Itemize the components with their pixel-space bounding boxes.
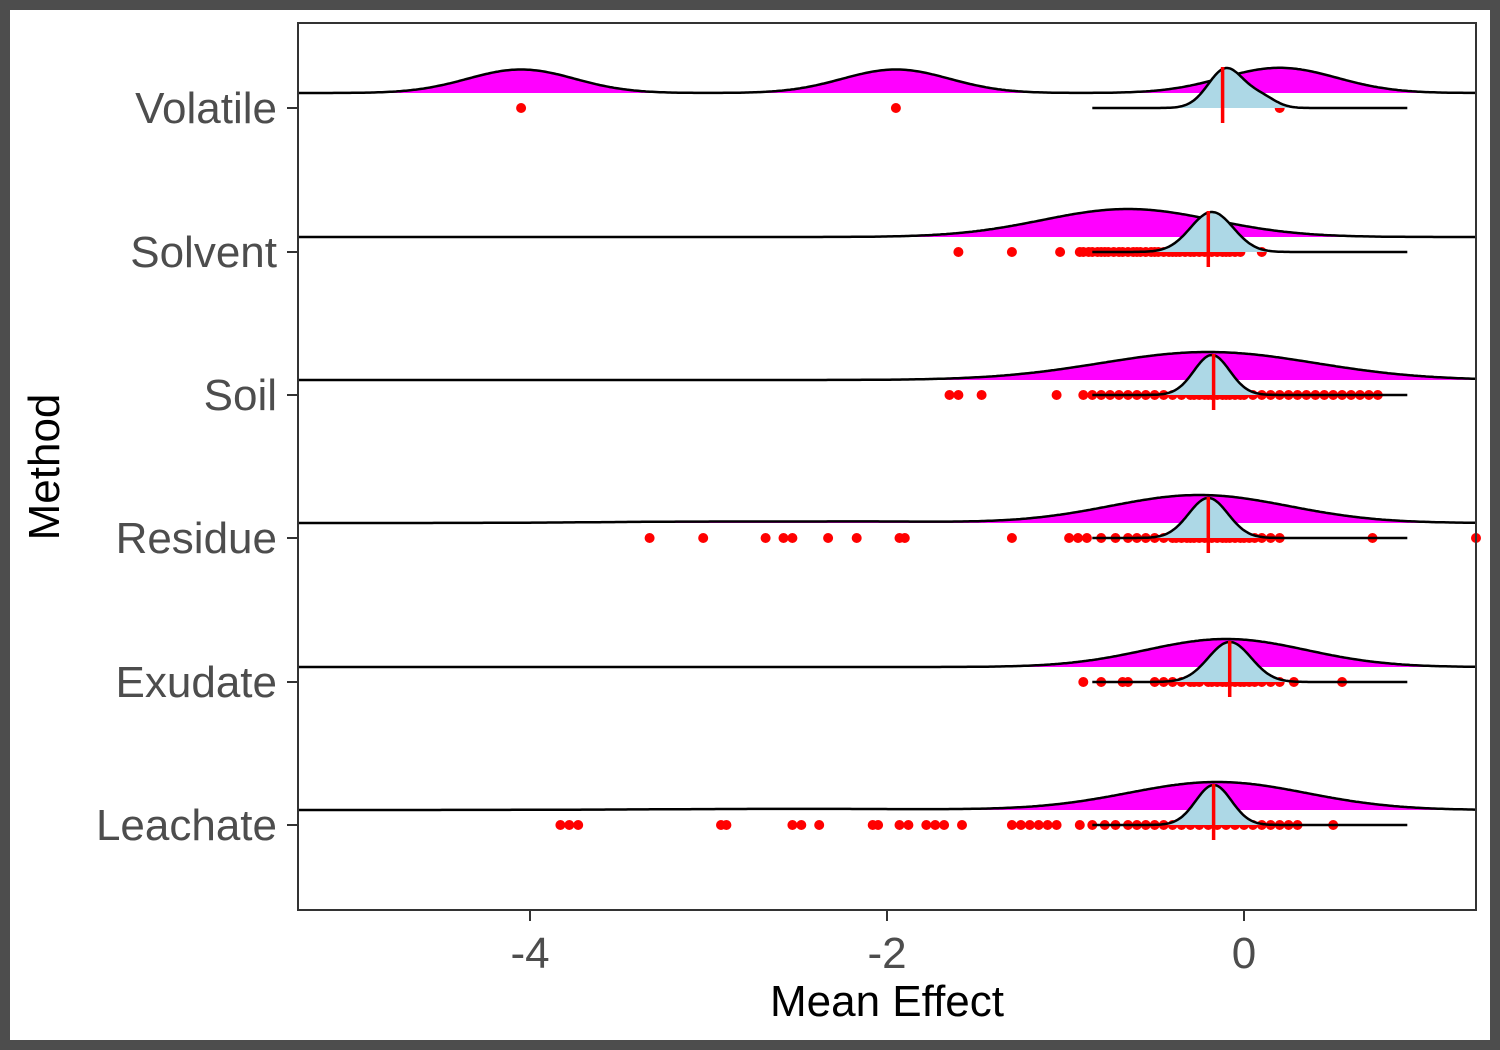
ridge-solvent [298, 207, 1476, 267]
point-leachate-6 [796, 820, 807, 830]
point-leachate-11 [903, 820, 914, 830]
point-residue-6 [851, 533, 862, 543]
raw-density-fill-soil [298, 352, 1476, 380]
point-soil-3 [1051, 390, 1062, 400]
mean-density-fill-volatile [1092, 68, 1408, 108]
point-leachate-14 [939, 820, 950, 830]
point-leachate-10 [894, 820, 905, 830]
point-soil-0 [944, 390, 955, 400]
point-leachate-18 [1024, 820, 1035, 830]
y-tick-label-soil: Soil [204, 371, 277, 420]
raw-density-line-leachate [298, 780, 1476, 812]
point-leachate-0 [555, 820, 566, 830]
point-leachate-20 [1042, 820, 1053, 830]
point-residue-2 [760, 533, 771, 543]
x-tick-label-2: 0 [1232, 929, 1256, 978]
mean-density-line-leachate [1092, 783, 1408, 827]
y-axis-title: Method [20, 394, 69, 541]
ridge-soil [298, 350, 1477, 410]
ridge-volatile [298, 66, 1476, 123]
point-residue-9 [1006, 533, 1017, 543]
raw-density-line-soil [298, 350, 1477, 382]
y-axis: Volatile Solvent Soil Residue Exudate Leachat… [96, 84, 298, 850]
point-soil-4 [1078, 390, 1089, 400]
ridge-leachate [298, 780, 1476, 840]
point-soil-2 [976, 390, 987, 400]
mean-density-line-residue [1092, 496, 1408, 540]
point-leachate-7 [814, 820, 825, 830]
point-leachate-21 [1051, 820, 1062, 830]
point-leachate-15 [957, 820, 967, 830]
y-tick-label-volatile: Volatile [135, 84, 277, 133]
x-tick-label-0: -4 [510, 929, 549, 978]
y-tick-label-exudate: Exudate [116, 658, 277, 707]
mean-density-line-soil [1092, 353, 1408, 397]
y-tick-label-residue: Residue [116, 514, 277, 563]
raw-density-line-residue [298, 493, 1476, 525]
x-tick-label-1: -2 [867, 929, 906, 978]
ridge-residue [298, 493, 1481, 553]
ridges-layer [298, 66, 1481, 840]
point-leachate-1 [564, 820, 575, 830]
raw-density-fill-volatile [298, 67, 1476, 93]
raw-density-line-solvent [298, 207, 1476, 239]
point-solvent-1 [1006, 247, 1017, 257]
point-volatile-0 [516, 103, 527, 113]
point-solvent-2 [1055, 247, 1066, 257]
y-tick-label-solvent: Solvent [130, 228, 277, 277]
point-leachate-5 [787, 820, 798, 830]
point-leachate-22 [1074, 820, 1085, 830]
point-leachate-13 [930, 820, 941, 830]
panel-border [297, 22, 1477, 911]
point-residue-5 [823, 533, 834, 543]
point-leachate-19 [1033, 820, 1044, 830]
point-exudate-0 [1078, 677, 1089, 687]
raw-density-line-exudate [298, 637, 1476, 669]
raw-density-fill-exudate [298, 639, 1476, 667]
point-leachate-9 [873, 820, 884, 830]
point-leachate-2 [573, 820, 584, 830]
y-tick-label-leachate: Leachate [96, 801, 277, 850]
point-volatile-1 [890, 103, 901, 113]
point-residue-12 [1081, 533, 1092, 543]
point-residue-11 [1073, 533, 1083, 543]
raw-density-fill-leachate [298, 782, 1476, 810]
mean-density-line-exudate [1092, 640, 1408, 684]
mean-density-fill-exudate [1092, 642, 1408, 682]
raw-density-fill-residue [298, 495, 1476, 523]
point-residue-10 [1064, 533, 1075, 543]
point-leachate-12 [921, 820, 932, 830]
point-residue-3 [778, 533, 789, 543]
point-residue-4 [787, 533, 798, 543]
raw-density-fill-solvent [298, 209, 1476, 237]
raw-density-line-volatile [298, 66, 1476, 95]
x-axis-title: Mean Effect [770, 977, 1004, 1026]
point-solvent-0 [953, 247, 964, 257]
ridge-exudate [298, 637, 1476, 697]
point-leachate-17 [1015, 820, 1026, 830]
mean-density-line-volatile [1092, 66, 1408, 110]
point-soil-1 [953, 390, 964, 400]
point-residue-8 [899, 533, 910, 543]
point-residue-1 [698, 533, 709, 543]
point-leachate-4 [721, 820, 732, 830]
point-leachate-16 [1006, 820, 1017, 830]
mean-density-line-solvent [1092, 210, 1408, 254]
x-axis: -4 -2 0 [510, 910, 1256, 978]
point-residue-0 [644, 533, 655, 543]
